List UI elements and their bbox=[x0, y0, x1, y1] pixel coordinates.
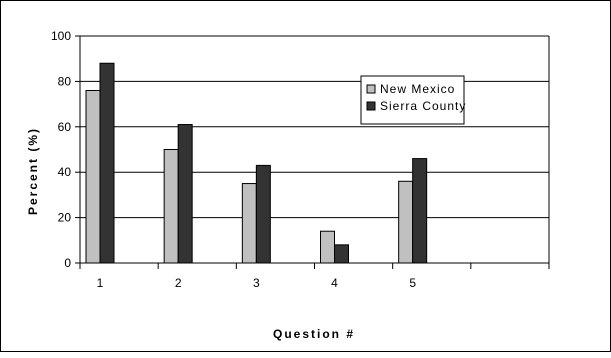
bar-new-mexico-4 bbox=[320, 230, 335, 264]
y-axis-title: Percent (%) bbox=[26, 127, 40, 215]
bar-sierra-county-4 bbox=[334, 244, 349, 264]
tick-labels: 0 20 40 60 80 100 1 2 3 4 5 bbox=[51, 29, 416, 290]
legend-box bbox=[360, 75, 465, 125]
x-axis-title: Question # bbox=[273, 327, 355, 341]
axes bbox=[75, 35, 550, 269]
bar-new-mexico-5 bbox=[398, 180, 414, 264]
y-tick-label: 80 bbox=[58, 74, 72, 88]
y-tick-label: 100 bbox=[51, 29, 71, 43]
x-tick-label: 2 bbox=[175, 276, 182, 290]
bar-sierra-county-2 bbox=[177, 124, 193, 264]
y-tick-label: 40 bbox=[58, 165, 72, 179]
legend-swatch bbox=[366, 84, 376, 94]
x-tick-label: 3 bbox=[253, 276, 260, 290]
y-tick-label: 20 bbox=[58, 211, 72, 225]
legend: New Mexico Sierra County bbox=[360, 75, 466, 125]
legend-label: Sierra County bbox=[380, 99, 466, 113]
x-tick-label: 1 bbox=[97, 276, 104, 290]
legend-swatch bbox=[366, 101, 376, 111]
gridlines bbox=[80, 35, 549, 219]
bar-new-mexico-2 bbox=[163, 149, 179, 264]
x-tick-label: 4 bbox=[331, 276, 338, 290]
legend-label: New Mexico bbox=[380, 82, 455, 96]
bar-new-mexico-3 bbox=[241, 183, 257, 264]
bar-sierra-county-3 bbox=[255, 164, 271, 264]
x-tick-label: 5 bbox=[409, 276, 416, 290]
bar-new-mexico-1 bbox=[85, 89, 101, 264]
bar-sierra-county-1 bbox=[99, 62, 115, 264]
y-tick-label: 0 bbox=[64, 256, 71, 270]
bar-sierra-county-5 bbox=[412, 158, 428, 264]
y-tick-label: 60 bbox=[58, 120, 72, 134]
